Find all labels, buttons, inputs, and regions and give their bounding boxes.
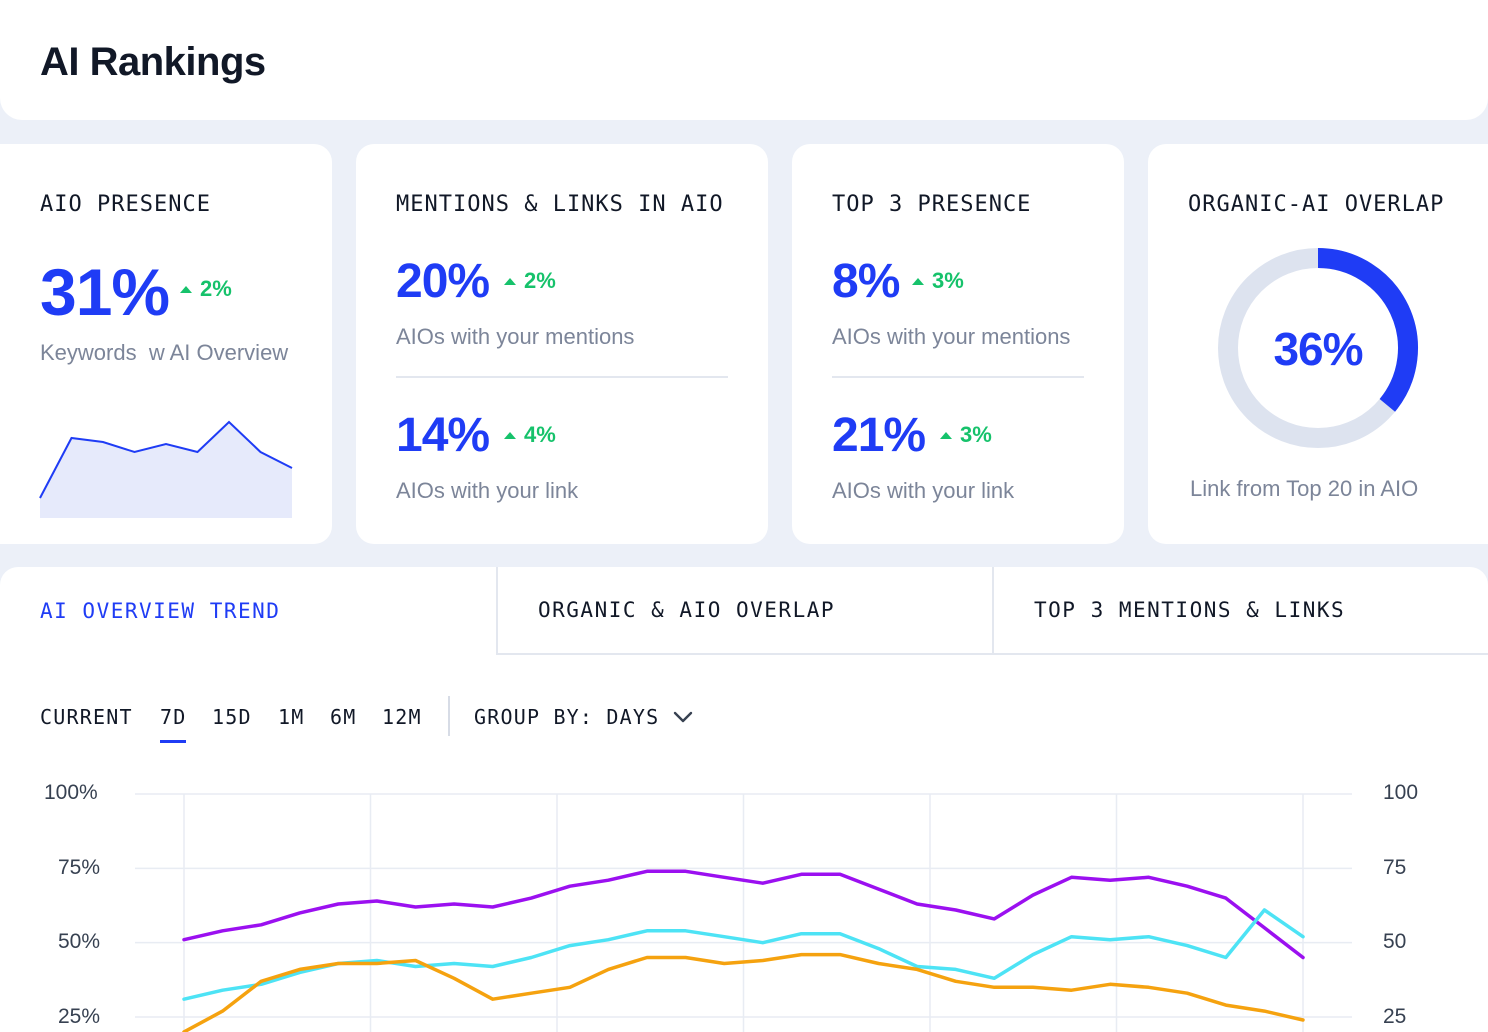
link-label: AIOs with your link (396, 478, 579, 503)
range-1m[interactable]: 1M (278, 705, 305, 729)
page-title: AI Rankings (40, 40, 266, 84)
y-right-tick: 100 (1383, 781, 1419, 804)
y-left-tick: 75% (58, 856, 101, 879)
overlap-card[interactable] (1148, 144, 1488, 544)
tab-top3-mentions-links[interactable]: TOP 3 MENTIONS & LINKS (992, 567, 1488, 655)
mentions-delta-value: 2% (524, 268, 556, 293)
aio-presence-delta-value: 2% (200, 276, 232, 301)
top3-mentions-delta: 3% (912, 268, 964, 294)
up-triangle-icon (912, 277, 924, 285)
aio-presence-title: AIO PRESENCE (40, 192, 211, 217)
mentions-links-title: MENTIONS & LINKS IN AIO (396, 192, 724, 217)
up-triangle-icon (940, 431, 952, 439)
y-left-tick: 25% (58, 1005, 101, 1028)
tab-label: TOP 3 MENTIONS & LINKS (1034, 598, 1346, 622)
sparkline-line (39, 420, 293, 499)
link-delta: 4% (504, 422, 556, 448)
page-header: AI Rankings (0, 0, 1488, 120)
divider (832, 376, 1084, 378)
tab-organic-aio-overlap[interactable]: ORGANIC & AIO OVERLAP (496, 567, 993, 655)
link-delta-value: 4% (524, 422, 556, 447)
top3-link-label: AIOs with your link (832, 478, 1015, 503)
top3-link-value: 21% (832, 409, 926, 462)
y-right-tick: 75 (1383, 856, 1407, 879)
group-by-dropdown[interactable]: GROUP BY: DAYS (474, 705, 693, 729)
mentions-links-card[interactable] (356, 144, 768, 544)
aio-presence-delta: 2% (180, 276, 232, 302)
range-15d[interactable]: 15D (212, 705, 252, 729)
range-12m[interactable]: 12M (382, 705, 422, 729)
mentions-value: 20% (396, 255, 490, 308)
aio-presence-label: Keywords w AI Overview (40, 340, 289, 365)
y-left-tick: 100% (44, 781, 98, 804)
y-left-tick: 50% (58, 930, 101, 953)
top3-presence-card[interactable] (792, 144, 1124, 544)
range-current[interactable]: CURRENT (40, 705, 133, 729)
chevron-down-icon (674, 711, 693, 723)
overlap-donut (1218, 248, 1418, 448)
up-triangle-icon (180, 285, 192, 293)
range-6m[interactable]: 6M (330, 705, 357, 729)
tab-label: ORGANIC & AIO OVERLAP (538, 598, 836, 622)
top3-link-delta-value: 3% (960, 422, 992, 447)
range-7d[interactable]: 7D (160, 705, 187, 743)
donut-progress (1317, 248, 1418, 412)
divider (396, 376, 728, 378)
up-triangle-icon (504, 431, 516, 439)
top3-mentions-delta-value: 3% (932, 268, 964, 293)
top3-mentions-value: 8% (832, 255, 900, 308)
overlap-value: 36% (1273, 323, 1363, 375)
y-right-tick: 25 (1383, 1005, 1407, 1028)
overlap-title: ORGANIC-AI OVERLAP (1188, 192, 1445, 217)
link-value: 14% (396, 409, 490, 462)
tab-ai-overview-trend[interactable]: AI OVERVIEW TREND (0, 567, 497, 655)
sparkline-area (40, 422, 292, 518)
group-by-label: GROUP BY: DAYS (474, 705, 660, 729)
top3-mentions-label: AIOs with your mentions (832, 324, 1071, 349)
mentions-delta: 2% (504, 268, 556, 294)
overlap-label: Link from Top 20 in AIO (1190, 476, 1419, 501)
aio-presence-sparkline (39, 420, 293, 518)
tab-label: AI OVERVIEW TREND (40, 599, 281, 623)
top3-presence-title: TOP 3 PRESENCE (832, 192, 1032, 217)
mentions-label: AIOs with your mentions (396, 324, 635, 349)
top3-link-delta: 3% (940, 422, 992, 448)
aio-presence-value: 31% (40, 255, 170, 329)
up-triangle-icon (504, 277, 516, 285)
y-right-tick: 50 (1383, 930, 1407, 953)
range-separator (448, 696, 450, 736)
